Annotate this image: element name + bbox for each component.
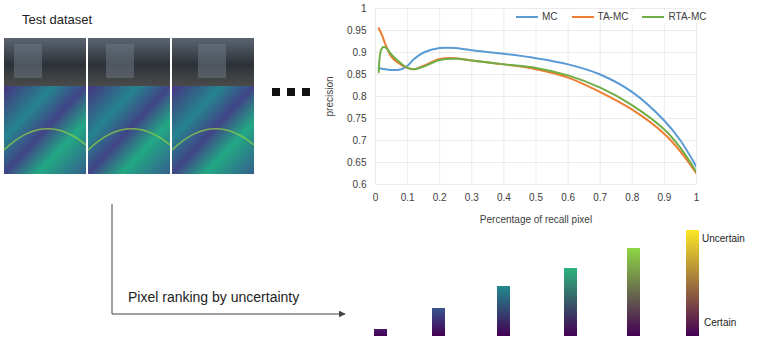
svg-text:0: 0 [373,192,379,203]
svg-text:0.8: 0.8 [625,192,639,203]
svg-text:1: 1 [361,3,367,14]
svg-text:0.7: 0.7 [593,192,607,203]
svg-text:0.2: 0.2 [433,192,447,203]
svg-text:0.8: 0.8 [353,91,367,102]
svg-text:0.7: 0.7 [353,135,367,146]
svg-text:1: 1 [694,192,700,203]
svg-text:0.85: 0.85 [347,69,367,80]
html-text:TA-MC: TA-MC [597,11,629,22]
svg-text:0.6: 0.6 [561,192,575,203]
svg-text:Percentage of recall pixel: Percentage of recall pixel [480,214,592,225]
svg-text:0.75: 0.75 [347,113,367,124]
svg-text:0.6: 0.6 [353,179,367,190]
svg-text:0.95: 0.95 [347,25,367,36]
svg-text:0.9: 0.9 [657,192,671,203]
svg-text:0.65: 0.65 [347,157,367,168]
svg-text:Certain: Certain [704,317,736,328]
svg-text:Test dataset: Test dataset [22,12,92,27]
svg-text:precision: precision [324,76,335,116]
svg-text:0.9: 0.9 [353,47,367,58]
svg-text:0.4: 0.4 [497,192,511,203]
svg-text:0.3: 0.3 [465,192,479,203]
svg-text:0.5: 0.5 [529,192,543,203]
html-text:MC: MC [542,11,558,22]
html-text:RTA-MC: RTA-MC [668,11,707,22]
svg-text:Pixel ranking by uncertainty: Pixel ranking by uncertainty [128,289,299,305]
svg-text:0.1: 0.1 [401,192,415,203]
svg-text:Uncertain: Uncertain [702,233,745,244]
